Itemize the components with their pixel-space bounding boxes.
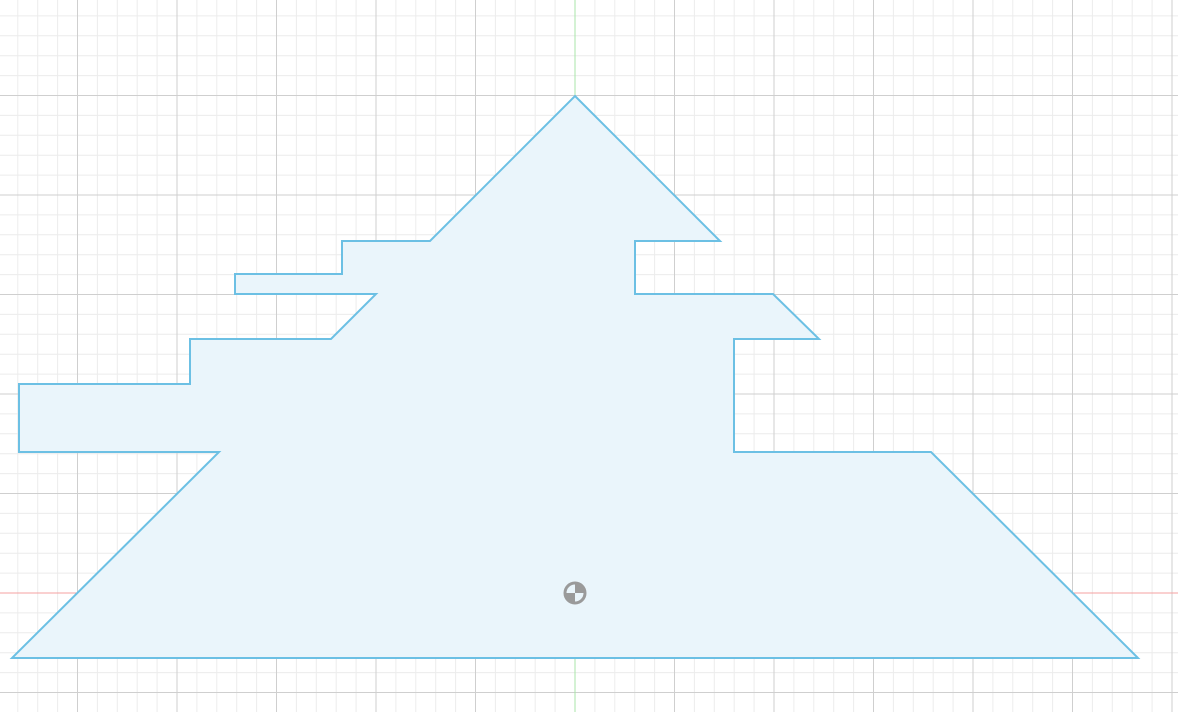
origin-point-icon[interactable]: [563, 581, 587, 605]
sketch-profile[interactable]: [9, 94, 1141, 659]
